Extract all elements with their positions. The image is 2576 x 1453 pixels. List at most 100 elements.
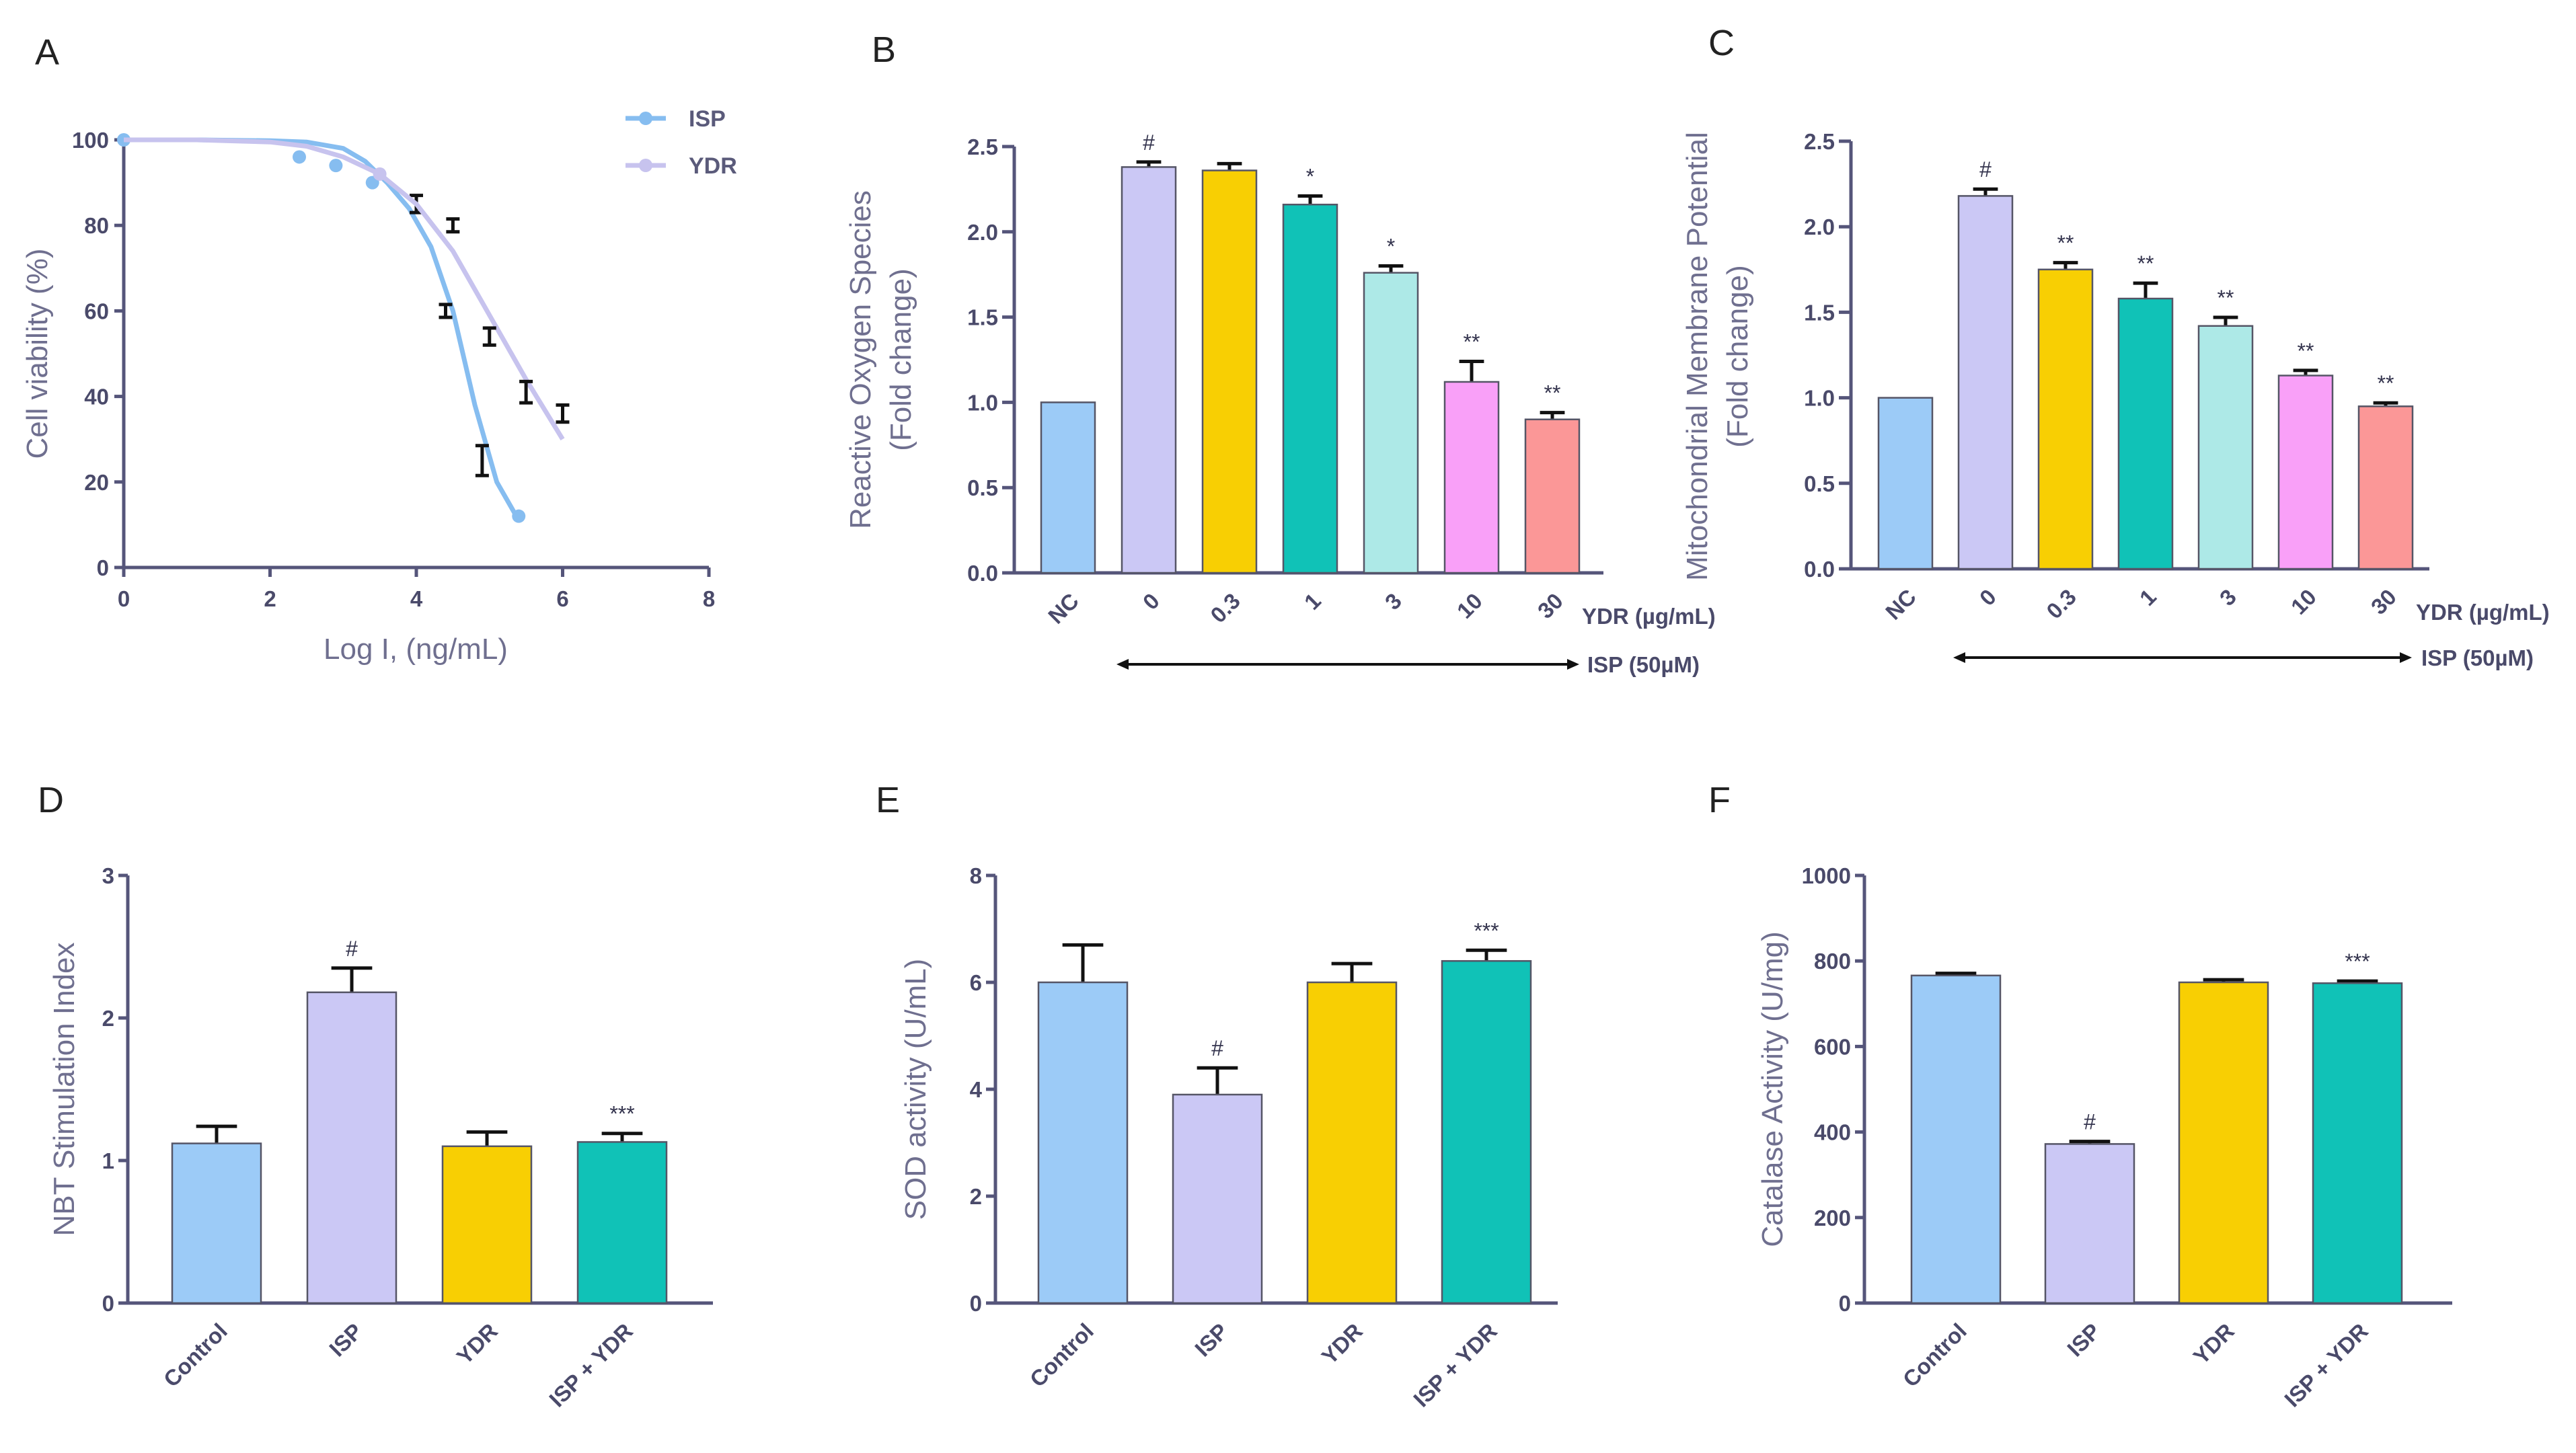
legend-label: YDR [689,153,737,179]
y-tick-label: 0 [102,1291,114,1316]
bar [2117,297,2174,570]
x-tick-label: ISP + YDR [544,1319,638,1412]
y-tick-label: 2.0 [967,220,998,245]
y-tick-label: 6 [970,970,982,995]
y-tick-label: 2.5 [967,134,998,159]
arrow-label: ISP (50µM) [2421,645,2534,670]
y-tick-label: 1 [102,1148,114,1173]
data-point-isp [293,150,306,164]
bar [2197,325,2254,570]
x-tick-label: 1 [2135,584,2161,611]
y-tick-label: 0.0 [967,561,998,586]
y-tick-label: 2 [970,1184,982,1209]
bar [2357,405,2414,570]
significance-mark: # [346,937,358,961]
y-axis-title: Mitochondrial Membrane Potential [1681,132,1714,581]
y-tick-label: 0.5 [967,475,998,500]
y-tick-label: 2.0 [1804,214,1835,239]
y-axis-title: Cell viability (%) [21,249,54,459]
significance-mark: # [2084,1110,2096,1134]
y-tick-label: 100 [72,128,109,153]
panel-b: B 0.0 0.5 1.0 1.5 2.0 2.5 Reactive Oxygen Spec… [844,30,1716,677]
panel-b-letter: B [872,30,896,70]
bar [1910,974,2002,1304]
significance-mark: * [1387,235,1395,259]
x-tick-label: Control [1898,1319,1971,1392]
x-tick-label: YDR [452,1319,503,1370]
data-point-ydr [373,167,387,181]
y-tick-label: 200 [1814,1206,1851,1230]
x-tick-label: 10 [2286,584,2321,619]
panel-f: F 0 200 400 600 800 1000 Catalase Activity (U/… [1708,780,2452,1412]
x-tick-label: ISP + YDR [2279,1319,2373,1412]
y-tick-label: 0 [97,555,109,580]
bar [1441,959,1532,1304]
y-tick-label: 20 [84,470,109,495]
bar [576,1141,668,1304]
y-axis-title: NBT Stimulation Index [48,943,81,1236]
y-tick-label: 600 [1814,1034,1851,1059]
y-axis-title: Catalase Activity (U/mg) [1756,931,1789,1247]
y-tick-label: 0.0 [1804,557,1835,582]
bar [1201,169,1258,574]
bar [1957,195,2014,570]
bar [2037,268,2094,570]
y-tick-label: 1.5 [1804,300,1835,325]
x-tick-label: 0.3 [1205,588,1245,628]
significance-mark: *** [2345,949,2370,974]
x-tick-label: 30 [1533,588,1568,623]
y-tick-label: 400 [1814,1120,1851,1145]
bar [1363,272,1419,574]
x-tick-label: NC [1881,584,1921,625]
panel-e: E 0 2 4 6 8 SOD activity (U/mL) Control # ISP YDR… [876,780,1558,1412]
bar [2044,1143,2135,1304]
legend-label: ISP [689,106,726,132]
x-tick-label: 10 [1452,588,1487,623]
significance-mark: * [1306,165,1314,189]
x-tick-label: 3 [2215,584,2241,611]
x-tick-label: Control [1025,1319,1098,1392]
fit-curve-isp [124,137,521,522]
significance-mark: ** [2137,251,2154,276]
bar [1524,418,1581,574]
y-tick-label: 0.5 [1804,471,1835,496]
x-tick-label: ISP [324,1319,367,1362]
bar [1040,401,1096,574]
bar [1306,981,1398,1304]
panel-d: D 0 1 2 3 NBT Stimulation Index Control # ISP YD… [38,780,713,1412]
significance-mark: # [1979,157,1992,182]
x-tick-label: 3 [1380,588,1406,615]
y-tick-label: 0 [970,1291,982,1316]
bar [1443,381,1500,574]
x-tick-label: 0 [118,586,130,611]
arrow-head-left [1116,659,1129,670]
significance-mark: ** [2218,286,2234,310]
bar [1121,166,1177,574]
x-tick-label: 8 [703,586,715,611]
significance-mark: ** [2057,231,2074,256]
x-tick-label: 0.3 [2041,584,2081,624]
x-tick-label: 4 [410,586,423,611]
legend-marker-ydr [639,159,652,172]
legend-marker-isp [639,112,652,125]
arrow-head-right [1567,659,1579,670]
x-tick-label: 2 [264,586,276,611]
y-tick-label: 1.5 [967,305,998,330]
panel-e-letter: E [876,780,900,820]
x-tick-label: YDR [2189,1319,2240,1370]
significance-mark: # [1143,130,1155,155]
significance-mark: *** [1474,918,1499,943]
panel-c-letter: C [1708,23,1735,63]
bar [2178,981,2269,1304]
y-axis-title: (Fold change) [884,268,917,450]
dose-label: YDR (µg/mL) [1582,604,1716,629]
bar [1172,1093,1263,1304]
bar [171,1142,262,1304]
significance-mark: *** [609,1102,634,1126]
x-tick-label: 0 [1975,584,2001,611]
panel-d-letter: D [38,780,64,820]
x-tick-label: 1 [1299,588,1326,615]
y-tick-label: 1.0 [967,390,998,415]
fit-curve-ydr [124,137,565,441]
y-tick-label: 60 [84,299,109,323]
